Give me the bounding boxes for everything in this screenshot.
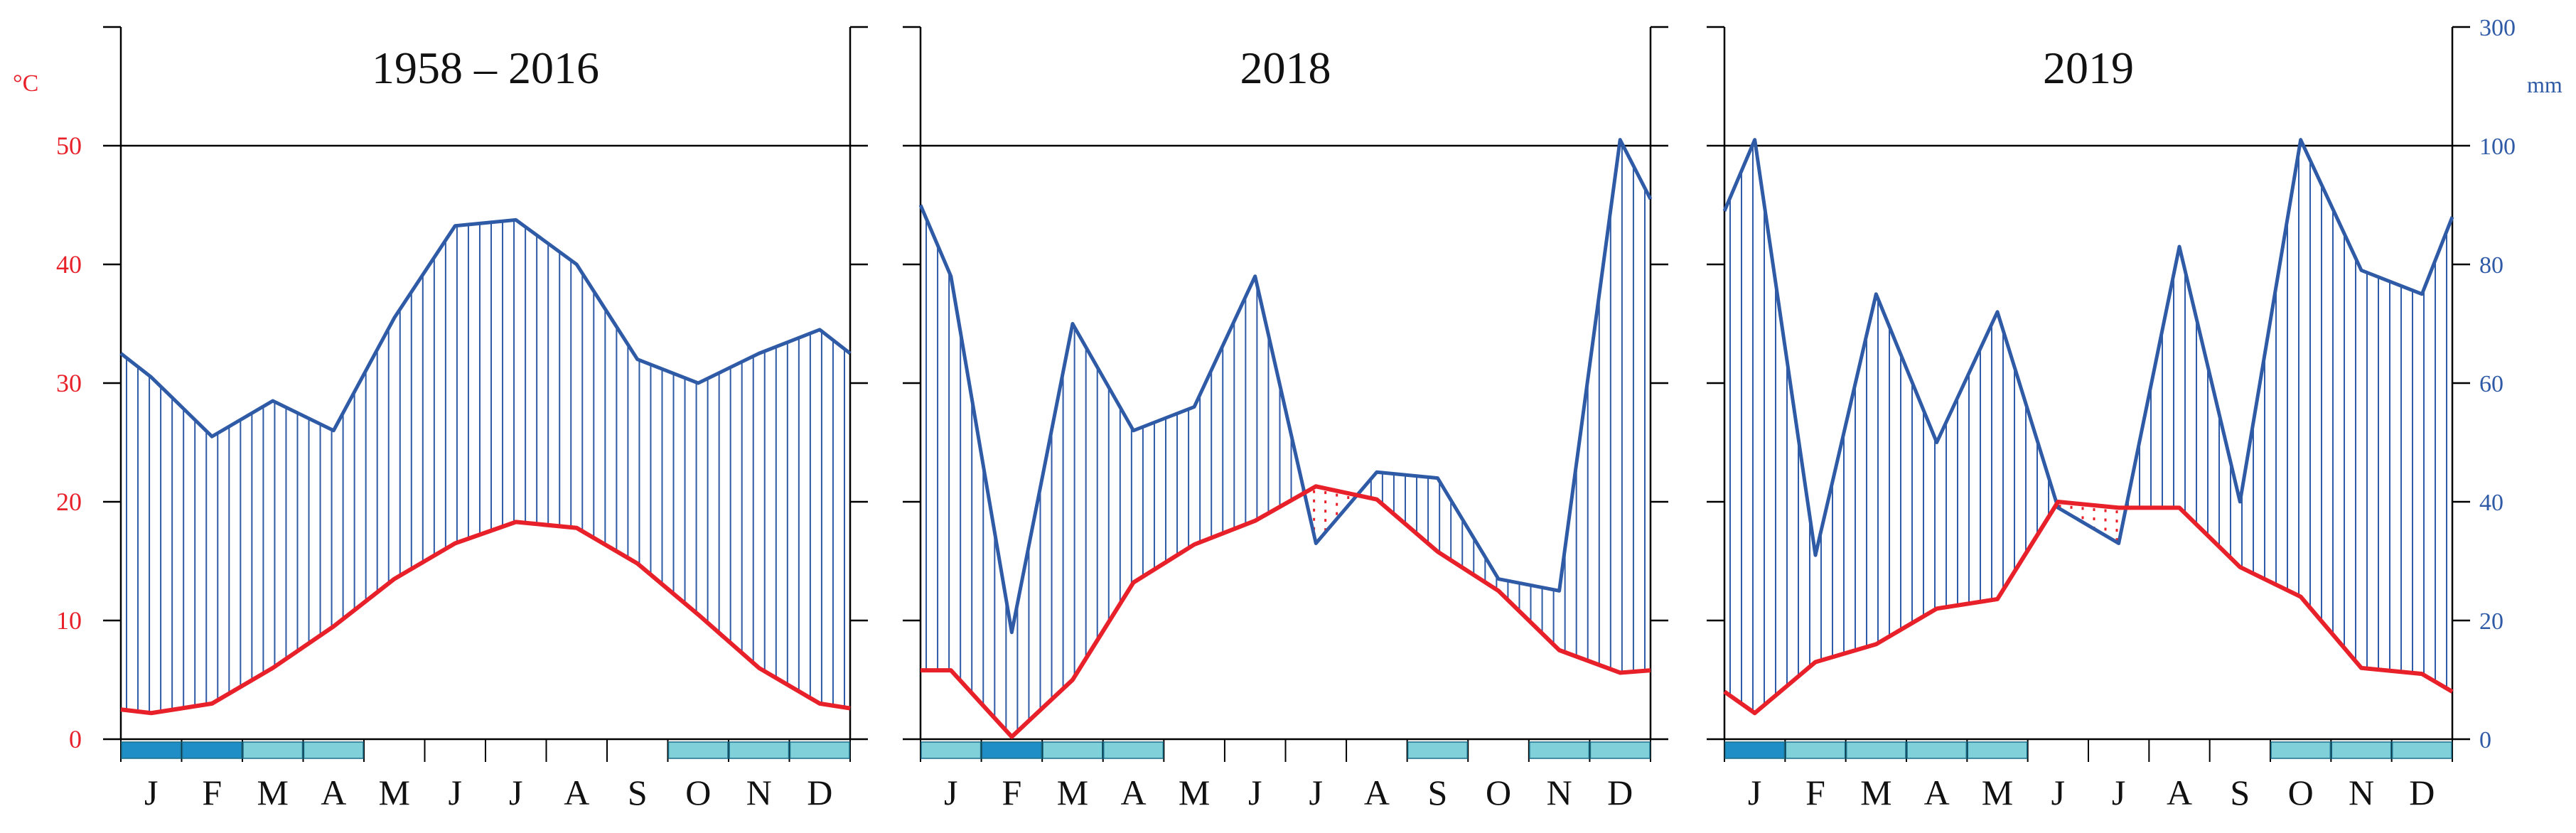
month-label: F	[1805, 773, 1825, 812]
frost-bar-segment-light	[1847, 742, 1906, 758]
month-label: J	[509, 773, 522, 812]
panel-title: 2018	[1240, 43, 1331, 93]
frost-bar-segment-light	[2331, 742, 2390, 758]
temperature-line	[121, 522, 850, 713]
month-label: A	[1364, 773, 1390, 812]
month-label: A	[564, 773, 589, 812]
panel-title: 1958 – 2016	[372, 43, 599, 93]
frost-bar-segment-dark	[982, 742, 1042, 758]
month-label: M	[1179, 773, 1210, 812]
humid-period-hatching	[127, 220, 844, 713]
panel-title: 2019	[2043, 43, 2134, 93]
month-label: M	[1860, 773, 1891, 812]
precipitation-line	[1724, 140, 2452, 556]
frost-bar-segment-light	[1104, 742, 1164, 758]
month-label: M	[379, 773, 410, 812]
month-label: J	[144, 773, 158, 812]
month-label: J	[944, 773, 957, 812]
temperature-tick-label: 40	[56, 250, 82, 279]
frost-bar-segment-light	[1907, 742, 1966, 758]
frost-bar-segment-light	[1968, 742, 2027, 758]
month-label: O	[1486, 773, 1511, 812]
month-label: N	[2349, 773, 2374, 812]
temperature-line	[921, 486, 1651, 736]
month-label: N	[1547, 773, 1572, 812]
frost-bar-segment-dark	[1725, 742, 1784, 758]
month-label: J	[1748, 773, 1761, 812]
month-label: O	[2288, 773, 2314, 812]
month-label: J	[1248, 773, 1262, 812]
precipitation-tick-label: 60	[2479, 371, 2503, 397]
frost-bar-segment-light	[790, 742, 850, 758]
month-label: A	[321, 773, 346, 812]
month-label: A	[1924, 773, 1950, 812]
month-label: M	[1982, 773, 2013, 812]
temperature-tick-label: 50	[56, 131, 82, 160]
month-label: J	[1309, 773, 1323, 812]
frost-bar-segment-light	[2271, 742, 2330, 758]
frost-bar-segment-light	[1786, 742, 1845, 758]
month-label: M	[257, 773, 289, 812]
temperature-unit-label: °C	[13, 70, 38, 97]
month-label: A	[2167, 773, 2192, 812]
month-label: M	[1057, 773, 1088, 812]
frost-bar-segment-light	[1043, 742, 1102, 758]
temperature-line	[1724, 502, 2452, 713]
temperature-tick-label: 20	[56, 488, 82, 516]
precipitation-tick-label: 40	[2479, 490, 2503, 516]
precipitation-tick-label: 300	[2479, 15, 2516, 41]
frost-bar-segment-light	[243, 742, 303, 758]
humid-period-hatching	[926, 144, 1645, 731]
precipitation-tick-label: 0	[2479, 727, 2491, 753]
temperature-tick-label: 30	[56, 369, 82, 397]
temperature-tick-label: 10	[56, 606, 82, 635]
frost-bar-segment-light	[669, 742, 729, 758]
month-label: D	[1607, 773, 1633, 812]
frost-bar-segment-light	[729, 742, 789, 758]
month-label: S	[2230, 773, 2250, 812]
month-label: D	[2409, 773, 2435, 812]
month-label: J	[2051, 773, 2065, 812]
month-label: F	[202, 773, 222, 812]
temperature-tick-label: 0	[69, 725, 82, 753]
frost-bar-segment-dark	[122, 742, 181, 758]
frost-bar-segment-light	[921, 742, 981, 758]
precipitation-line	[921, 140, 1651, 633]
frost-bar-segment-light	[304, 742, 364, 758]
month-label: J	[449, 773, 462, 812]
month-label: N	[746, 773, 772, 812]
frost-bar-segment-light	[1408, 742, 1468, 758]
precipitation-unit-label: mm	[2527, 72, 2562, 97]
precipitation-tick-label: 20	[2479, 608, 2503, 635]
frost-bar-segment-light	[2393, 742, 2452, 758]
month-label: J	[2112, 773, 2125, 812]
frost-bar-segment-light	[1530, 742, 1589, 758]
precipitation-line	[121, 220, 850, 436]
precipitation-tick-label: 100	[2479, 134, 2516, 160]
month-label: F	[1002, 773, 1021, 812]
frost-bar-segment-light	[1590, 742, 1650, 758]
month-label: A	[1120, 773, 1146, 812]
month-label: O	[685, 773, 711, 812]
month-label: S	[628, 773, 648, 812]
month-label: D	[807, 773, 832, 812]
frost-bar-segment-dark	[183, 742, 242, 758]
month-label: S	[1428, 773, 1448, 812]
precipitation-tick-label: 80	[2479, 252, 2503, 279]
humid-period-hatching	[1730, 144, 2447, 711]
